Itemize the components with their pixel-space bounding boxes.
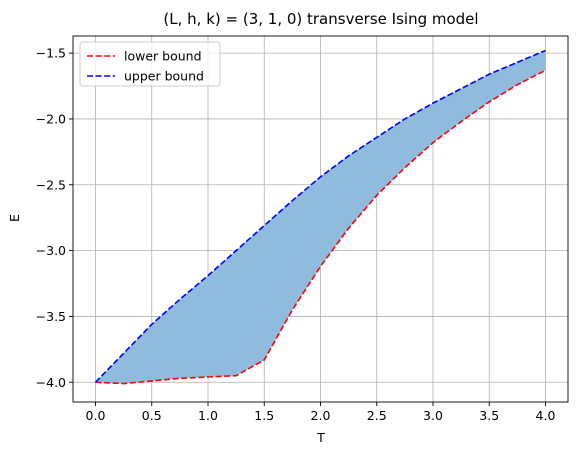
chart-title: (L, h, k) = (3, 1, 0) transverse Ising m… — [163, 10, 478, 28]
y-tick-label: −3.5 — [36, 309, 66, 324]
axis-ticks: 0.0 0.5 1.0 1.5 2.0 2.5 3.0 3.5 4.0 −4.0 −3.5 −3.0 −… — [36, 46, 556, 423]
x-tick-label: 1.5 — [254, 408, 274, 423]
x-tick-label: 0.5 — [142, 408, 162, 423]
series-lines — [94, 49, 546, 385]
y-tick-label: −3.0 — [36, 243, 66, 258]
y-tick-label: −2.5 — [36, 177, 66, 192]
x-tick-label: 3.5 — [479, 408, 499, 423]
y-tick-label: −1.5 — [36, 46, 66, 61]
x-axis-label: T — [316, 430, 325, 445]
legend-label: lower bound — [124, 49, 202, 64]
x-tick-label: 4.0 — [536, 408, 556, 423]
y-axis-label: E — [7, 214, 22, 222]
x-tick-label: 3.0 — [423, 408, 443, 423]
bound-region — [95, 50, 546, 384]
series-line-upper-bound — [94, 49, 546, 383]
y-tick-label: −2.0 — [36, 111, 66, 126]
x-tick-label: 2.5 — [367, 408, 387, 423]
legend: lower bound upper bound — [79, 41, 221, 87]
x-tick-label: 0.0 — [86, 408, 106, 423]
legend-label: upper bound — [124, 69, 204, 84]
x-tick-label: 2.0 — [311, 408, 331, 423]
y-tick-label: −4.0 — [36, 375, 66, 390]
x-tick-label: 1.0 — [198, 408, 218, 423]
legend-box — [79, 41, 221, 87]
bound-fill-area — [95, 50, 546, 384]
